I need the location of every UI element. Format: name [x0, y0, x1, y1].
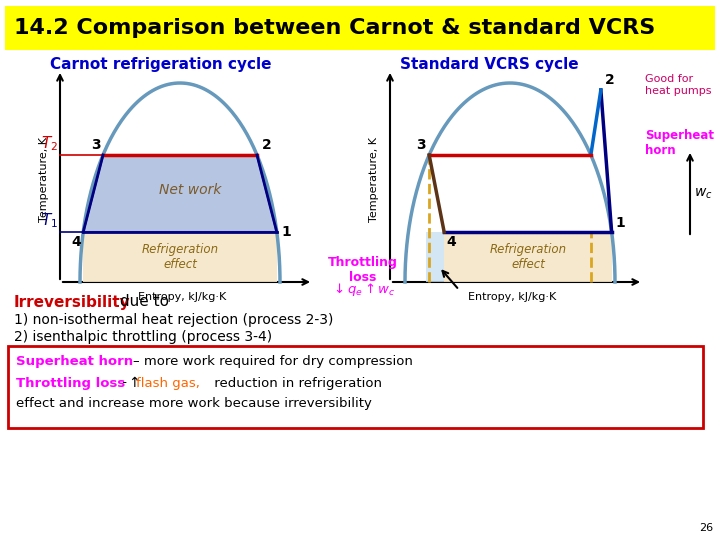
- FancyBboxPatch shape: [5, 6, 715, 50]
- Text: flash gas,: flash gas,: [136, 376, 200, 389]
- Text: 4: 4: [446, 235, 456, 249]
- Text: – more work required for dry compression: – more work required for dry compression: [133, 355, 413, 368]
- FancyBboxPatch shape: [8, 346, 703, 428]
- Text: $T_1$: $T_1$: [41, 211, 58, 230]
- Text: Superheat
horn: Superheat horn: [645, 129, 714, 157]
- Text: 2) isenthalpic throttling (process 3-4): 2) isenthalpic throttling (process 3-4): [14, 330, 272, 344]
- Text: effect and increase more work because irreversibility: effect and increase more work because ir…: [16, 397, 372, 410]
- Text: 2: 2: [262, 138, 271, 152]
- Text: 4: 4: [71, 235, 81, 249]
- Text: Temperature, K: Temperature, K: [369, 138, 379, 222]
- Text: Entropy, kJ/kg·K: Entropy, kJ/kg·K: [138, 292, 227, 302]
- Text: Carnot refrigeration cycle: Carnot refrigeration cycle: [50, 57, 271, 71]
- Text: Throttling loss: Throttling loss: [16, 376, 125, 389]
- Text: $T_2$: $T_2$: [41, 134, 58, 153]
- Text: due to: due to: [115, 294, 169, 309]
- Text: 26: 26: [699, 523, 713, 533]
- Text: 1: 1: [282, 225, 292, 239]
- Polygon shape: [426, 232, 444, 282]
- Text: ↑: ↑: [128, 376, 140, 390]
- Polygon shape: [84, 232, 276, 282]
- Text: reduction in refrigeration: reduction in refrigeration: [210, 376, 382, 389]
- Text: Good for
heat pumps: Good for heat pumps: [645, 74, 711, 96]
- Text: Superheat horn: Superheat horn: [16, 355, 133, 368]
- Text: Net work: Net work: [158, 183, 221, 197]
- Text: -: -: [118, 376, 131, 389]
- Polygon shape: [444, 232, 611, 282]
- Text: Throttling
loss: Throttling loss: [328, 256, 398, 284]
- Text: Refrigeration
effect: Refrigeration effect: [490, 243, 567, 271]
- Text: Temperature, K: Temperature, K: [39, 138, 49, 222]
- Text: Standard VCRS cycle: Standard VCRS cycle: [400, 57, 579, 71]
- Text: 3: 3: [417, 138, 426, 152]
- Text: 14.2 Comparison between Carnot & standard VCRS: 14.2 Comparison between Carnot & standar…: [14, 18, 655, 38]
- Text: 3: 3: [91, 138, 101, 152]
- Text: Entropy, kJ/kg·K: Entropy, kJ/kg·K: [469, 292, 557, 302]
- Polygon shape: [84, 155, 276, 232]
- Text: 2: 2: [605, 73, 615, 87]
- Text: $w_c$: $w_c$: [694, 186, 713, 201]
- Text: Irreversibility: Irreversibility: [14, 294, 130, 309]
- Text: Refrigeration
effect: Refrigeration effect: [141, 243, 219, 271]
- Text: 1: 1: [616, 216, 626, 230]
- Text: $\downarrow$$q_e$$\uparrow$$w_c$: $\downarrow$$q_e$$\uparrow$$w_c$: [330, 281, 395, 299]
- Text: 1) non-isothermal heat rejection (process 2-3): 1) non-isothermal heat rejection (proces…: [14, 313, 333, 327]
